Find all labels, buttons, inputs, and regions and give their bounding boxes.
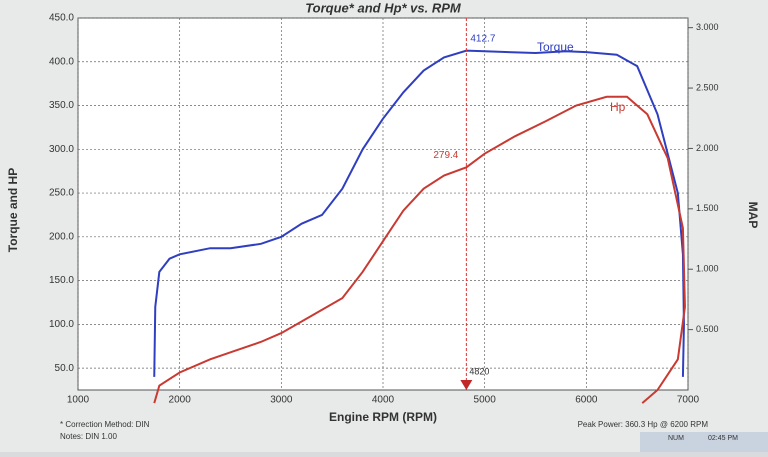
series-line — [153, 95, 686, 404]
footer-note: * Correction Method: DIN — [60, 420, 150, 429]
y2-tick-label: 3.000 — [696, 22, 719, 32]
x-tick-label: 2000 — [169, 395, 192, 406]
cursor-label: 4820 — [469, 366, 489, 376]
y-axis-label: Torque and HP — [6, 168, 20, 252]
status-clock: 02:45 PM — [708, 435, 738, 442]
y2-tick-label: 1.000 — [696, 264, 719, 274]
legend-label: Torque — [537, 40, 574, 54]
x-tick-label: 6000 — [575, 395, 598, 406]
x-tick-label: 4000 — [372, 395, 395, 406]
y2-tick-label: 0.500 — [696, 324, 719, 334]
x-tick-label: 3000 — [270, 395, 293, 406]
y-tick-label: 200.0 — [49, 231, 74, 242]
footer-note: Notes: DIN 1.00 — [60, 432, 117, 441]
value-label: 412.7 — [470, 33, 495, 44]
y-tick-label: 300.0 — [49, 144, 74, 155]
series-line — [153, 49, 685, 377]
legend-label: Hp — [610, 100, 626, 114]
y-tick-label: 400.0 — [49, 56, 74, 67]
y2-tick-label: 2.500 — [696, 82, 719, 92]
y-tick-label: 50.0 — [55, 363, 75, 374]
x-axis-label: Engine RPM (RPM) — [329, 410, 437, 424]
y2-tick-label: 2.000 — [696, 143, 719, 153]
y2-axis-label: MAP — [746, 202, 760, 229]
x-tick-label: 5000 — [474, 395, 497, 406]
value-label: 279.4 — [433, 150, 458, 161]
x-tick-label: 7000 — [677, 395, 700, 406]
y2-tick-label: 1.500 — [696, 203, 719, 213]
cursor-marker — [460, 380, 473, 390]
taskbar — [640, 432, 768, 452]
y-tick-label: 150.0 — [49, 275, 74, 286]
x-tick-label: 1000 — [67, 395, 90, 406]
status-num: NUM — [668, 435, 684, 442]
y-tick-label: 350.0 — [49, 100, 74, 111]
footer-peak: Peak Power: 360.3 Hp @ 6200 RPM — [578, 420, 709, 429]
y-tick-label: 250.0 — [49, 188, 74, 199]
chart-title: Torque* and Hp* vs. RPM — [305, 0, 462, 15]
y-tick-label: 450.0 — [49, 13, 74, 24]
y-tick-label: 100.0 — [49, 319, 74, 330]
